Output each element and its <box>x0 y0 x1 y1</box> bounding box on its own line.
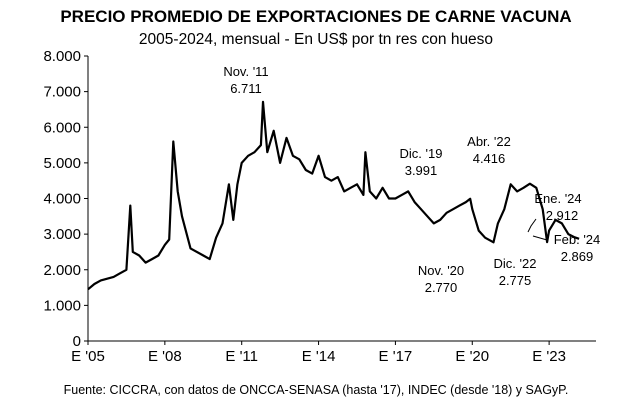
chart-title: PRECIO PROMEDIO DE EXPORTACIONES DE CARN… <box>60 7 571 26</box>
y-tick-label: 2.000 <box>43 262 81 279</box>
annotation-nov-11: Nov. '11 6.711 <box>223 64 268 96</box>
annotation-dic-22: Dic. '22 2.775 <box>494 256 537 288</box>
x-tick-label: E '11 <box>225 348 258 365</box>
annotation-value: 2.775 <box>499 273 532 288</box>
x-tick-label: E '05 <box>71 348 105 365</box>
annotation-value: 6.711 <box>230 81 262 96</box>
annotation-label: Nov. '20 <box>418 263 464 278</box>
annotation-label: Ene. '24 <box>534 191 581 206</box>
x-tick-label: E '23 <box>532 348 566 365</box>
x-tick-label: E '20 <box>455 348 489 365</box>
x-tick-group: E '05 E '08 E '11 E '14 E '17 E '20 E '23 <box>71 341 566 365</box>
y-tick-label: 0 <box>73 333 81 350</box>
annotation-dic-19: Dic. '19 3.991 <box>400 146 443 178</box>
annotation-nov-20: Nov. '20 2.770 <box>418 263 464 295</box>
leader-line-feb-24 <box>532 235 548 241</box>
annotation-value: 2.869 <box>561 249 594 264</box>
annotation-value: 4.416 <box>473 151 506 166</box>
y-tick-label: 4.000 <box>43 191 81 208</box>
annotation-value: 3.991 <box>405 163 438 178</box>
annotation-label: Nov. '11 <box>223 64 268 79</box>
annotation-label: Dic. '19 <box>400 146 443 161</box>
annotation-label: Feb. '24 <box>554 232 601 247</box>
y-tick-label: 7.000 <box>43 84 81 101</box>
annotation-value: 2.912 <box>546 208 579 223</box>
y-tick-label: 8.000 <box>43 48 81 65</box>
x-tick-label: E '14 <box>302 348 336 365</box>
leader-line-ene-24 <box>527 218 537 233</box>
y-tick-label: 3.000 <box>43 226 81 243</box>
y-tick-label: 1.000 <box>43 297 81 314</box>
annotation-value: 2.770 <box>425 280 458 295</box>
y-tick-label: 6.000 <box>43 119 81 136</box>
y-tick-label: 5.000 <box>43 155 81 172</box>
annotation-abr-22: Abr. '22 4.416 <box>467 134 511 166</box>
x-tick-label: E '08 <box>148 348 182 365</box>
series-line <box>87 100 580 291</box>
source-note: Fuente: CICCRA, con datos de ONCCA-SENAS… <box>64 383 569 397</box>
annotation-feb-24: Feb. '24 2.869 <box>554 232 601 264</box>
annotation-ene-24: Ene. '24 2.912 <box>534 191 581 223</box>
y-tick-group: 0 1.000 2.000 3.000 4.000 5.000 6.000 7.000 8.00… <box>43 48 88 350</box>
chart-subtitle: 2005-2024, mensual - En US$ por tn res c… <box>139 31 493 48</box>
x-tick-label: E '17 <box>379 348 413 365</box>
annotation-label: Dic. '22 <box>494 256 537 271</box>
annotation-label: Abr. '22 <box>467 134 511 149</box>
